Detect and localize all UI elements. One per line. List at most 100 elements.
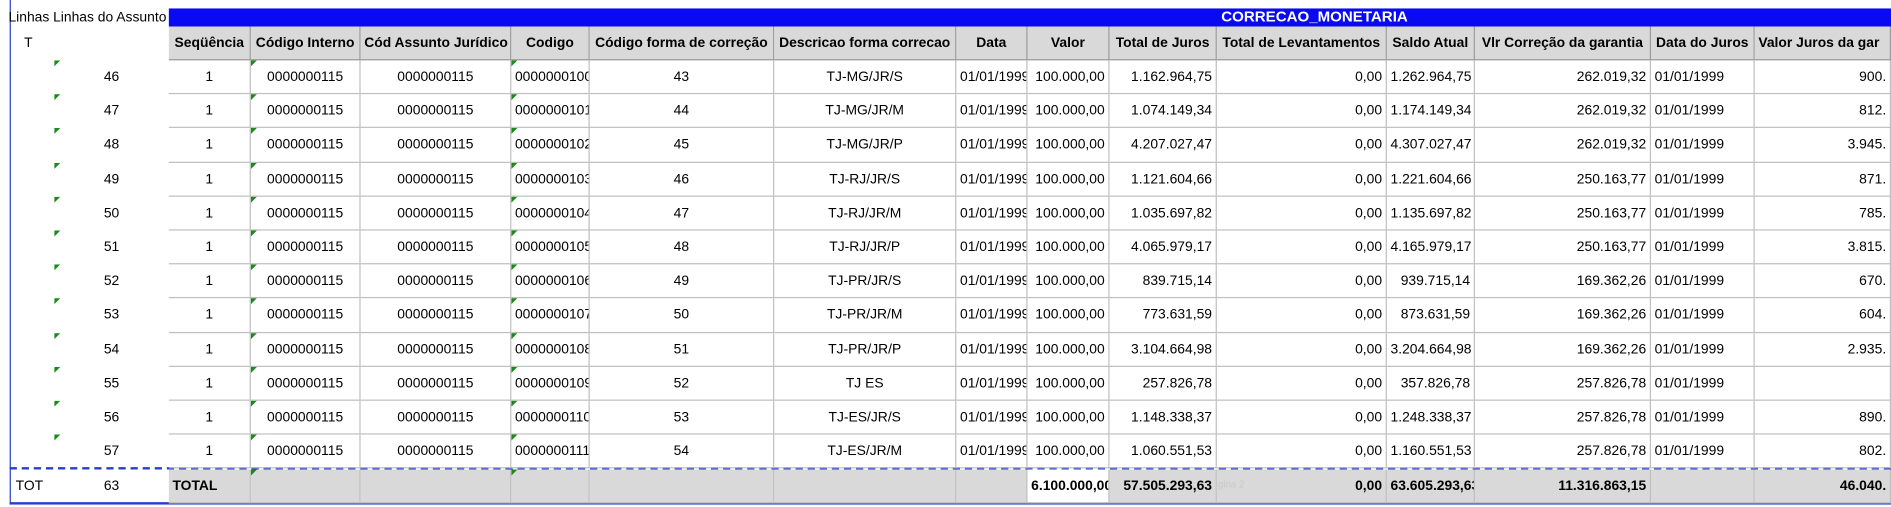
cell: 48 [589,230,775,265]
total-cell [511,469,590,504]
cell: 0,00 [1216,162,1387,197]
cell: 1.221.604,66 [1386,162,1475,197]
cell: 262.019,32 [1474,128,1652,163]
cell: 257.826,78 [1474,366,1652,401]
cell: 01/01/1999 [1651,434,1755,469]
cell: TJ-MG/JR/P [774,128,957,163]
cell: 785. [1754,196,1891,231]
cell: 0,00 [1216,332,1387,367]
cell: 802. [1754,434,1891,469]
cell: 100.000,00 [1027,94,1110,129]
total-cell [956,469,1028,504]
cell: 49 [589,264,775,299]
total-cell [1651,469,1755,504]
cell: 0,00 [1216,94,1387,129]
cell: 01/01/1999 [1651,400,1755,435]
cell: 0000000115 [360,264,512,299]
row-label: 52 [54,264,169,299]
cell: 1 [168,298,251,333]
cell: 250.163,77 [1474,230,1652,265]
cell: 2.935. [1754,332,1891,367]
cell: 0000000115 [250,162,361,197]
cell: 1 [168,434,251,469]
title-band [168,8,1891,27]
sheet-title: CORRECAO_MONETARIA [1221,8,1408,26]
column-header: Valor [1027,26,1110,61]
cell: 1.162.964,75 [1109,60,1217,95]
cell: 01/01/1999 [956,128,1028,163]
cell: TJ-RJ/JR/S [774,162,957,197]
cell: 0000000106 [511,264,590,299]
cell: 773.631,59 [1109,298,1217,333]
cell: 0000000115 [360,366,512,401]
cell: 01/01/1999 [956,162,1028,197]
cell: 0,00 [1216,128,1387,163]
cell: 670. [1754,264,1891,299]
column-header: Código forma de correção [589,26,775,61]
cell: 839.715,14 [1109,264,1217,299]
cell: 01/01/1999 [956,94,1028,129]
cell: 1 [168,60,251,95]
total-cell: 57.505.293,63 [1109,469,1217,504]
cell: 1.174.149,34 [1386,94,1475,129]
cell: 1.148.338,37 [1109,400,1217,435]
cell: 01/01/1999 [956,332,1028,367]
column-header: Seqüência [168,26,251,61]
cell: 01/01/1999 [956,264,1028,299]
cell: 0000000115 [360,162,512,197]
column-header: Data do Juros [1651,26,1755,61]
cell: 1.035.697,82 [1109,196,1217,231]
cell: 01/01/1999 [1651,162,1755,197]
cell: 0000000115 [250,264,361,299]
cell: 0000000115 [360,434,512,469]
cell: 0000000115 [250,128,361,163]
cell: 250.163,77 [1474,196,1652,231]
cell: 0000000115 [360,60,512,95]
cell: 0,00 [1216,196,1387,231]
cell: 1.262.964,75 [1386,60,1475,95]
cell: 0000000110 [511,400,590,435]
cell: 1 [168,128,251,163]
column-header: Codigo [511,26,590,61]
cell: 01/01/1999 [1651,128,1755,163]
cell: 0000000101 [511,94,590,129]
cell: 51 [589,332,775,367]
cell: 4.307.027,47 [1386,128,1475,163]
cell: 01/01/1999 [1651,332,1755,367]
cell: 0000000115 [360,196,512,231]
cell: 890. [1754,400,1891,435]
total-cell [589,469,775,504]
cell: 4.165.979,17 [1386,230,1475,265]
column-header: Total de Levantamentos [1216,26,1387,61]
cell: 100.000,00 [1027,196,1110,231]
cell: 357.826,78 [1386,366,1475,401]
cell: 0000000115 [360,230,512,265]
cell: 250.163,77 [1474,162,1652,197]
cell: 01/01/1999 [956,434,1028,469]
left-header: T [24,36,33,51]
cell: 257.826,78 [1474,400,1652,435]
cell: 1 [168,400,251,435]
row-label: 57 [54,434,169,469]
cell: 871. [1754,162,1891,197]
cell: 873.631,59 [1386,298,1475,333]
cell: 1.135.697,82 [1386,196,1475,231]
cell: 0000000115 [250,94,361,129]
cell: 1 [168,230,251,265]
row-label: 56 [54,400,169,435]
cell: 53 [589,400,775,435]
cell: 0000000115 [250,434,361,469]
cell: 1 [168,366,251,401]
cell: 257.826,78 [1109,366,1217,401]
cell: 1 [168,332,251,367]
cell: 01/01/1999 [1651,94,1755,129]
cell: TJ ES [774,366,957,401]
cell: 0000000111 [511,434,590,469]
total-cell: 63.605.293,63 [1386,469,1475,504]
cell: 01/01/1999 [956,400,1028,435]
cell: 1.160.551,53 [1386,434,1475,469]
cell: 0,00 [1216,298,1387,333]
row-label: 54 [54,332,169,367]
left-header: Linhas do Assunto [53,10,167,26]
cell: 0000000115 [250,230,361,265]
